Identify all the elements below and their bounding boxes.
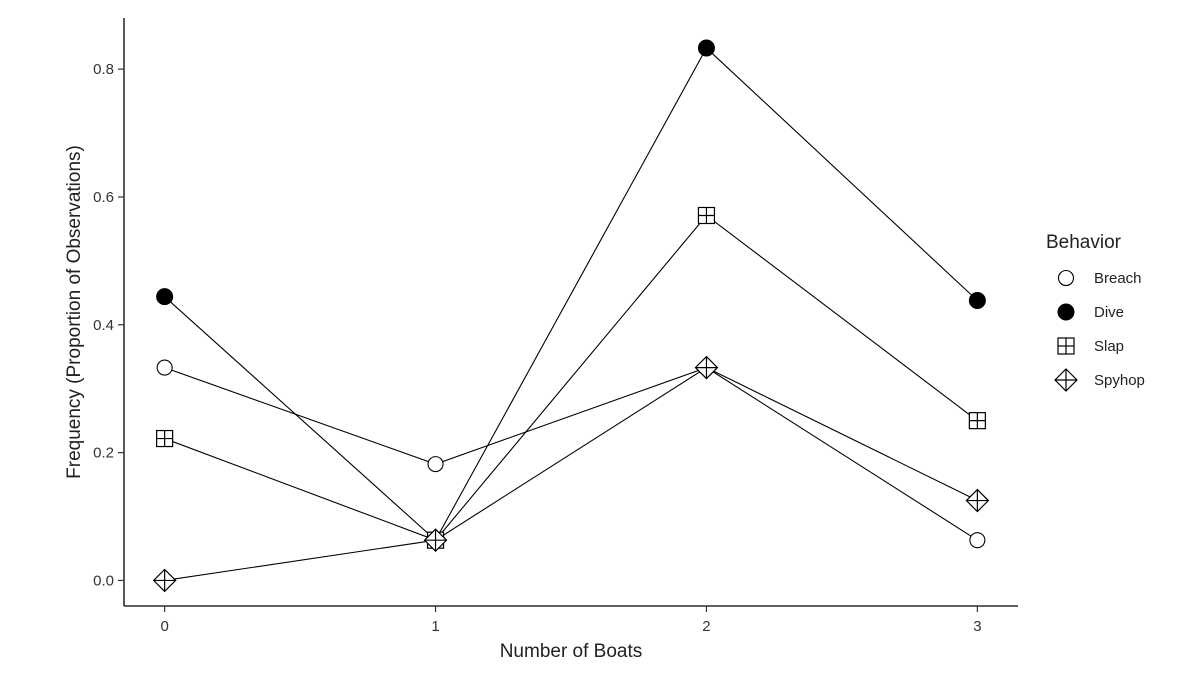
data-point-slap: [156, 429, 174, 448]
data-point-spyhop: [694, 355, 719, 380]
legend-item-spyhop: Spyhop: [1054, 368, 1145, 392]
legend-key-dive: [1057, 303, 1075, 321]
legend-key-slap: [1057, 337, 1075, 355]
series-points: [152, 39, 990, 593]
y-tick-label: 0.8: [93, 61, 114, 78]
series-lines: [164, 47, 978, 581]
legend-label-slap: Slap: [1094, 338, 1124, 355]
legend-item-slap: Slap: [1057, 337, 1124, 355]
legend-item-breach: Breach: [1057, 269, 1142, 287]
data-point-breach: [427, 456, 444, 473]
data-point-spyhop: [152, 568, 177, 593]
data-point-breach: [156, 359, 173, 376]
legend-key-breach: [1057, 269, 1075, 287]
x-tick-label: 2: [702, 618, 710, 635]
data-point-spyhop: [423, 528, 448, 553]
legend-item-dive: Dive: [1057, 303, 1124, 321]
y-tick-label: 0.2: [93, 445, 114, 462]
data-point-dive: [968, 291, 986, 309]
y-tick-label: 0.0: [93, 572, 114, 589]
x-tick-label: 0: [160, 618, 168, 635]
x-axis-title: Number of Boats: [500, 641, 643, 662]
axes: [123, 18, 1018, 607]
data-point-dive: [156, 288, 174, 306]
y-tick-label: 0.6: [93, 189, 114, 206]
series-line-slap: [164, 214, 978, 541]
y-tick-label: 0.4: [93, 317, 114, 334]
data-point-spyhop: [965, 488, 990, 513]
legend-label-dive: Dive: [1094, 304, 1124, 321]
x-tick-label: 3: [973, 618, 981, 635]
legend-items: Breach Dive Slap Spyhop: [1054, 269, 1145, 392]
data-point-slap: [697, 206, 716, 225]
legend: Behavior Breach Dive Slap Spyhop: [1046, 232, 1145, 392]
legend-title: Behavior: [1046, 232, 1122, 253]
legend-label-breach: Breach: [1094, 270, 1142, 287]
x-tick-label: 1: [431, 618, 439, 635]
data-point-breach: [969, 532, 986, 549]
series-line-dive: [164, 47, 978, 542]
ticks: 0 1 2 3 0.0 0.2 0.4 0.6 0.8: [93, 61, 981, 635]
series-line-breach: [164, 366, 978, 541]
y-axis-title: Frequency (Proportion of Observations): [64, 145, 85, 479]
legend-label-spyhop: Spyhop: [1094, 372, 1145, 389]
series-line-spyhop: [164, 366, 978, 581]
data-point-slap: [968, 412, 986, 430]
data-point-dive: [697, 39, 715, 57]
legend-key-spyhop: [1054, 368, 1078, 392]
